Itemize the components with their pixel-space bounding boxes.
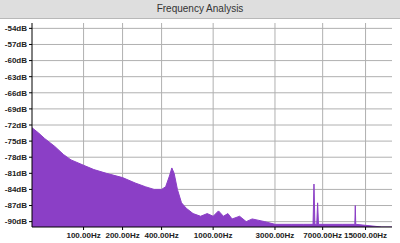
svg-text:-60dB: -60dB bbox=[8, 56, 27, 65]
svg-text:15000.00Hz: 15000.00Hz bbox=[344, 231, 387, 240]
svg-text:-54dB: -54dB bbox=[8, 24, 27, 33]
svg-text:1000.00Hz: 1000.00Hz bbox=[194, 231, 233, 240]
svg-text:-87dB: -87dB bbox=[8, 201, 27, 210]
svg-text:-57dB: -57dB bbox=[8, 40, 27, 49]
svg-text:-81dB: -81dB bbox=[8, 169, 27, 178]
html-text:Frequency Analysis: Frequency Analysis bbox=[156, 3, 244, 14]
svg-text:-69dB: -69dB bbox=[8, 105, 27, 114]
svg-text:3000.00Hz: 3000.00Hz bbox=[256, 231, 295, 240]
svg-text:400.00Hz: 400.00Hz bbox=[144, 231, 178, 240]
svg-text:-72dB: -72dB bbox=[8, 121, 27, 130]
svg-text:7000.00Hz: 7000.00Hz bbox=[303, 231, 342, 240]
svg-text:100.00Hz: 100.00Hz bbox=[66, 231, 100, 240]
svg-text:200.00Hz: 200.00Hz bbox=[105, 231, 139, 240]
svg-text:-66dB: -66dB bbox=[8, 89, 27, 98]
svg-text:-63dB: -63dB bbox=[8, 73, 27, 82]
svg-text:-75dB: -75dB bbox=[8, 137, 27, 146]
svg-text:-90dB: -90dB bbox=[8, 217, 27, 226]
svg-text:-84dB: -84dB bbox=[8, 185, 27, 194]
svg-text:-78dB: -78dB bbox=[8, 153, 27, 162]
